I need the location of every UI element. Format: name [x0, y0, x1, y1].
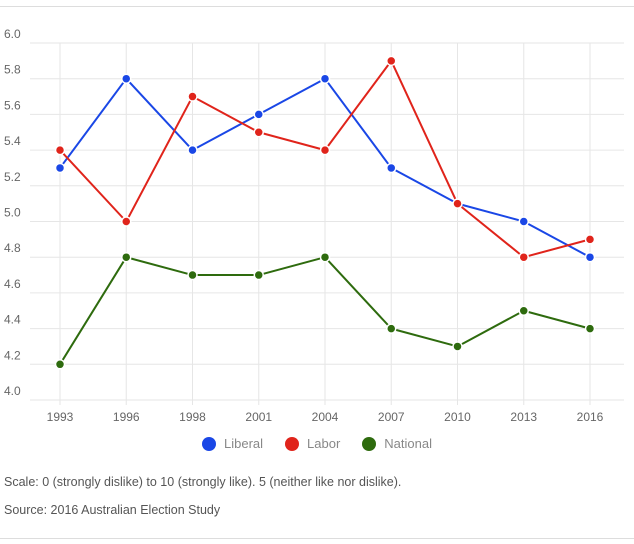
- line-chart: 4.0 4.2 4.4 4.6 4.8 5.0 5.2 5.4 5.6 5.8 6.0 1993 199…: [4, 27, 624, 424]
- legend-marker-national: [362, 436, 377, 451]
- data-point-liberal: [253, 109, 264, 120]
- data-point-liberal: [54, 162, 66, 174]
- data-point-national: [253, 269, 264, 281]
- data-point-labor: [518, 251, 529, 263]
- y-tick-label: 4.6: [4, 277, 21, 291]
- x-tick-label: 2010: [444, 410, 471, 424]
- data-point-liberal: [319, 73, 331, 84]
- data-point-national: [319, 251, 331, 263]
- y-tick-label: 6.0: [4, 27, 21, 41]
- data-point-labor: [386, 55, 397, 67]
- data-point-labor: [584, 234, 596, 245]
- data-point-liberal: [518, 216, 529, 227]
- x-tick-label: 2001: [245, 410, 272, 424]
- x-tick-label: 2013: [510, 410, 537, 424]
- y-tick-label: 4.0: [4, 384, 21, 398]
- data-point-national: [187, 269, 198, 281]
- data-point-national: [54, 359, 66, 370]
- x-tick-label: 1998: [179, 410, 206, 424]
- y-tick-label: 5.0: [4, 206, 21, 220]
- data-point-national: [518, 305, 529, 316]
- data-point-liberal: [386, 162, 397, 174]
- y-tick-label: 5.8: [4, 63, 21, 77]
- data-point-liberal: [187, 144, 198, 156]
- x-tick-label: 2004: [312, 410, 339, 424]
- data-point-labor: [253, 127, 264, 138]
- data-point-liberal: [584, 251, 596, 263]
- data-point-national: [121, 251, 132, 263]
- legend-item-labor[interactable]: Labor: [285, 436, 340, 451]
- y-tick-label: 4.2: [4, 348, 21, 362]
- legend-label-labor: Labor: [307, 436, 341, 451]
- data-point-labor: [187, 91, 198, 102]
- legend-item-liberal[interactable]: Liberal: [202, 436, 263, 451]
- data-point-liberal: [121, 73, 132, 84]
- source-note: Source: 2016 Australian Election Study: [4, 503, 221, 517]
- x-tick-label: 2016: [577, 410, 604, 424]
- y-tick-label: 5.6: [4, 98, 21, 112]
- y-tick-label: 5.2: [4, 170, 21, 184]
- data-point-labor: [319, 144, 331, 156]
- bottom-divider: [0, 538, 634, 539]
- legend-marker-liberal: [202, 436, 216, 451]
- scale-note: Scale: 0 (strongly dislike) to 10 (stron…: [4, 475, 402, 489]
- data-point-national: [584, 323, 596, 334]
- x-tick-label: 1996: [113, 410, 140, 424]
- top-divider: [0, 6, 634, 7]
- y-tick-label: 4.4: [4, 313, 21, 327]
- legend-label-national: National: [384, 436, 432, 451]
- x-tick-label: 1993: [47, 410, 74, 424]
- legend-item-national[interactable]: National: [362, 436, 432, 451]
- legend-marker-labor: [285, 436, 300, 451]
- y-tick-label: 5.4: [4, 134, 21, 148]
- data-point-labor: [452, 198, 463, 209]
- legend-label-liberal: Liberal: [224, 436, 264, 451]
- data-point-national: [452, 341, 463, 352]
- data-point-labor: [121, 216, 132, 227]
- x-tick-label: 2007: [378, 410, 405, 424]
- data-point-national: [386, 323, 397, 334]
- data-point-labor: [54, 144, 66, 156]
- y-tick-label: 4.8: [4, 241, 21, 255]
- chart-legend: Liberal Labor National: [0, 436, 634, 451]
